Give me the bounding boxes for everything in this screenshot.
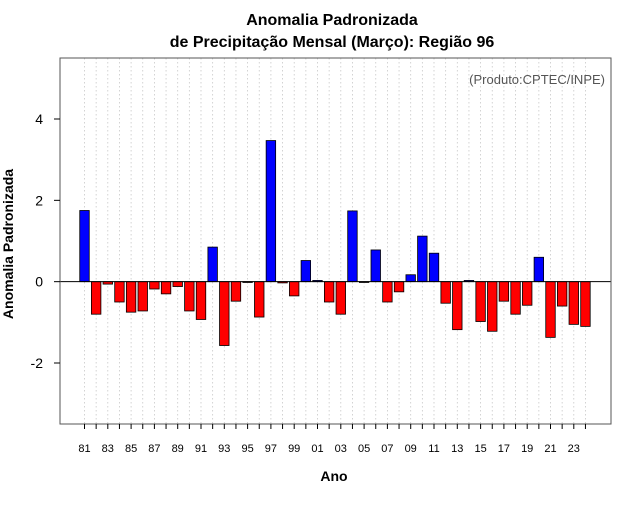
bar-84 xyxy=(114,281,125,303)
bar-13 xyxy=(452,281,463,331)
bar-11 xyxy=(428,252,440,283)
bar-07 xyxy=(382,281,393,303)
bar-91 xyxy=(195,281,207,320)
bar-87 xyxy=(149,281,160,290)
bar-86 xyxy=(137,281,148,312)
x-tick-label: 23 xyxy=(568,443,580,455)
chart-annotation: (Produto:CPTEC/INPE) xyxy=(469,72,605,87)
x-tick-label: 85 xyxy=(125,443,137,455)
y-axis-label: Anomalia Padronizada xyxy=(0,169,16,319)
y-tick-label: 2 xyxy=(35,192,43,208)
bar-10 xyxy=(417,235,428,283)
bar-24 xyxy=(580,281,591,327)
bar-82 xyxy=(91,281,102,315)
bar-04 xyxy=(347,210,358,283)
bar-23 xyxy=(568,281,579,325)
x-tick-label: 21 xyxy=(544,443,556,455)
x-tick-label: 97 xyxy=(265,443,277,455)
bar-90 xyxy=(184,281,195,312)
x-tick-label: 09 xyxy=(405,443,417,455)
y-tick-label: 0 xyxy=(35,274,43,290)
bar-88 xyxy=(160,281,172,295)
bar-85 xyxy=(125,281,137,313)
bar-21 xyxy=(545,281,556,338)
x-tick-label: 07 xyxy=(381,443,393,455)
bar-99 xyxy=(289,281,300,297)
x-tick-label: 99 xyxy=(288,443,300,455)
x-tick-label: 89 xyxy=(172,443,184,455)
x-tick-label: 91 xyxy=(195,443,207,455)
chart-title-line1: Anomalia Padronizada xyxy=(246,12,418,29)
y-tick-label: -2 xyxy=(31,355,44,371)
chart-title-line2: de Precipitação Mensal (Março): Região 9… xyxy=(170,34,495,51)
x-tick-label: 19 xyxy=(521,443,533,455)
bar-17 xyxy=(498,281,510,302)
x-tick-label: 93 xyxy=(218,443,230,455)
grid-layer xyxy=(84,58,586,424)
bar-00 xyxy=(300,260,312,283)
x-tick-label: 83 xyxy=(102,443,114,455)
bar-81 xyxy=(79,210,90,283)
x-tick-label: 95 xyxy=(241,443,253,455)
bar-15 xyxy=(475,281,486,322)
bar-12 xyxy=(440,281,451,304)
bar-02 xyxy=(323,281,335,303)
bar-92 xyxy=(207,246,218,283)
bar-97 xyxy=(265,140,277,283)
bar-08 xyxy=(393,281,405,293)
x-tick-label: 05 xyxy=(358,443,370,455)
bar-20 xyxy=(533,256,544,283)
bar-93 xyxy=(219,281,230,346)
x-tick-label: 81 xyxy=(78,443,90,455)
bar-89 xyxy=(172,281,183,287)
x-tick-label: 87 xyxy=(148,443,160,455)
bar-22 xyxy=(557,281,568,307)
y-tick-label: 4 xyxy=(35,111,43,127)
bar-03 xyxy=(335,281,346,315)
x-tick-label: 15 xyxy=(474,443,486,455)
bar-06 xyxy=(370,249,381,283)
x-tick-label: 13 xyxy=(451,443,463,455)
bar-09 xyxy=(405,274,416,283)
bar-96 xyxy=(254,281,265,318)
x-tick-label: 17 xyxy=(498,443,510,455)
x-tick-label: 11 xyxy=(428,443,439,455)
bar-16 xyxy=(487,281,498,332)
y-axis: -2 0 2 4 xyxy=(31,111,60,371)
x-axis: 81 83 85 87 89 91 93 95 97 99 01 03 05 07 09 11 13 15 17 19… xyxy=(78,424,586,455)
bar-18 xyxy=(510,281,521,315)
x-axis-label: Ano xyxy=(320,468,347,484)
bar-19 xyxy=(522,281,533,306)
x-tick-label: 03 xyxy=(335,443,347,455)
x-tick-label: 01 xyxy=(311,443,323,455)
bar-94 xyxy=(230,281,242,302)
plot-frame xyxy=(59,57,612,425)
bar-layer xyxy=(79,140,591,346)
